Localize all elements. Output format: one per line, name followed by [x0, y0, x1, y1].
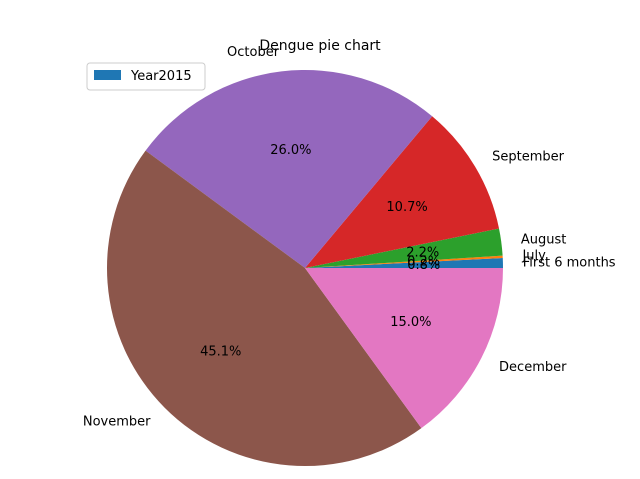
legend-box [86, 62, 206, 91]
pie-slice-december [305, 268, 503, 429]
percentage-label: 26.0% [270, 143, 311, 158]
pie-slice-november [107, 150, 422, 466]
legend-swatch [94, 70, 121, 80]
percentage-label: 0.2% [407, 254, 440, 269]
pie-slice-september [305, 116, 500, 269]
pie-labels: First 6 months 0.8% July 0.2% August 2.2% Sept… [83, 45, 616, 430]
percentage-label: 15.0% [390, 315, 431, 330]
category-label: November [83, 415, 151, 430]
pie-slice-first-6-months [305, 258, 503, 268]
percentage-label: 2.2% [406, 245, 439, 260]
pie-slice-october [145, 70, 433, 269]
category-label: August [521, 232, 567, 247]
legend: Year2015 [86, 62, 206, 91]
chart-title: Dengue pie chart [259, 38, 381, 54]
percentage-label: 45.1% [200, 345, 241, 360]
pie-slice-july [305, 255, 503, 268]
pie-slices [107, 70, 503, 466]
category-label: December [499, 360, 567, 375]
category-label: October [227, 45, 280, 60]
percentage-label: 0.8% [407, 258, 440, 273]
pie-slice-august [305, 228, 503, 268]
category-label: July [521, 249, 546, 264]
category-label: September [492, 150, 565, 165]
category-label: First 6 months [523, 256, 616, 271]
percentage-label: 10.7% [386, 200, 427, 215]
legend-label: Year2015 [130, 69, 192, 84]
